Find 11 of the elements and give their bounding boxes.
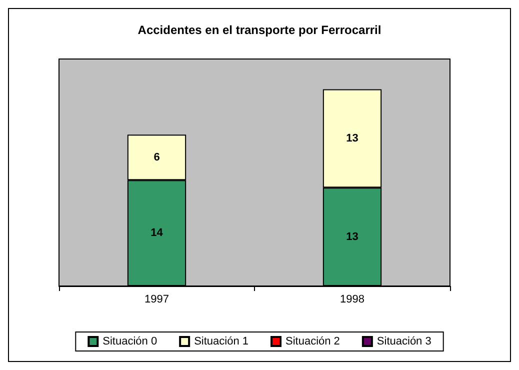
x-tick-label: 1997: [144, 294, 169, 306]
legend-label: Situación 3: [376, 336, 432, 348]
legend-label: Situación 1: [194, 336, 249, 348]
data-label: 6: [154, 151, 160, 164]
x-tick-label: 1998: [340, 294, 364, 306]
legend-label: Situación 0: [102, 336, 158, 348]
data-label: 14: [150, 227, 164, 240]
data-label: 13: [346, 230, 358, 243]
chart-title: Accidentes en el transporte por Ferrocarril: [138, 23, 382, 37]
data-label: 13: [346, 132, 358, 144]
legend-label: Situación 2: [286, 336, 340, 348]
